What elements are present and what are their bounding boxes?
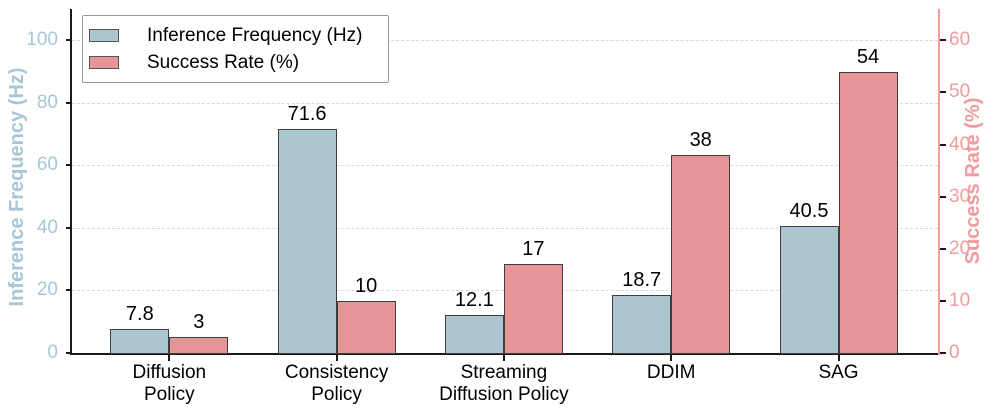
bar-value-label: 10 xyxy=(354,274,378,297)
bar-inference-frequency xyxy=(612,294,672,354)
bar-inference-frequency xyxy=(110,328,170,354)
bar-value-label: 18.7 xyxy=(622,268,662,291)
right-axis-title: Success Rate (%) xyxy=(962,97,984,265)
grid-line xyxy=(72,102,938,104)
bar-success-rate xyxy=(169,337,229,354)
right-axis-tick-label: 0 xyxy=(949,342,960,363)
right-axis-tick xyxy=(940,39,946,42)
bar-inference-frequency xyxy=(779,226,839,354)
bar-inference-frequency xyxy=(444,315,504,354)
right-axis-tick xyxy=(940,299,946,302)
right-axis-tick-label: 40 xyxy=(949,133,971,155)
right-axis-spine xyxy=(938,9,940,355)
category-tick xyxy=(670,355,673,361)
right-axis-tick-label: 30 xyxy=(949,185,971,207)
left-axis-tick xyxy=(66,39,72,42)
category-tick xyxy=(837,355,840,361)
right-axis-tick xyxy=(940,247,946,250)
category-tick xyxy=(168,355,171,361)
bar-value-label: 12.1 xyxy=(454,289,494,312)
category-label: DDIM xyxy=(646,362,696,383)
grid-line xyxy=(72,40,938,42)
bar-value-label: 40.5 xyxy=(789,200,829,223)
legend-label-success: Success Rate (%) xyxy=(147,51,300,73)
category-tick xyxy=(502,355,505,361)
bottom-axis-spine xyxy=(70,353,940,355)
left-axis-tick-label: 40 xyxy=(36,216,58,238)
bar-value-label: 71.6 xyxy=(287,103,327,126)
right-axis-tick-label: 50 xyxy=(949,81,971,103)
grid-line xyxy=(72,165,938,167)
left-axis-tick xyxy=(66,101,72,104)
category-tick xyxy=(335,355,338,361)
legend-label-frequency: Inference Frequency (Hz) xyxy=(147,24,363,46)
right-axis-tick-label: 60 xyxy=(949,29,971,51)
legend-swatch-success-icon xyxy=(89,56,119,69)
left-axis-tick xyxy=(66,289,72,292)
category-label: Consistency Policy xyxy=(284,362,389,405)
bar-value-label: 3 xyxy=(193,311,205,334)
legend-entry-success: Success Rate (%) xyxy=(89,49,362,76)
right-axis-tick xyxy=(940,352,946,354)
legend-swatch-frequency-icon xyxy=(89,29,119,42)
left-axis-tick xyxy=(66,226,72,229)
bar-success-rate xyxy=(671,154,731,354)
legend: Inference Frequency (Hz) Success Rate (%… xyxy=(82,15,390,83)
left-axis-tick xyxy=(66,164,72,167)
left-axis-tick-label: 20 xyxy=(36,279,58,301)
bar-success-rate xyxy=(838,71,898,354)
bar-value-label: 54 xyxy=(856,45,880,68)
category-label: Diffusion Policy xyxy=(132,362,207,405)
left-axis-spine xyxy=(70,9,72,355)
left-axis-tick xyxy=(66,352,72,354)
right-axis-tick-label: 10 xyxy=(949,289,971,311)
left-axis-tick-label: 100 xyxy=(26,29,58,51)
grid-line xyxy=(72,227,938,229)
left-axis-tick-label: 0 xyxy=(47,342,58,363)
bar-value-label: 17 xyxy=(522,238,545,261)
bar-inference-frequency xyxy=(277,129,337,354)
bar-success-rate xyxy=(336,300,396,354)
legend-entry-frequency: Inference Frequency (Hz) xyxy=(89,22,362,49)
right-axis-tick-label: 20 xyxy=(949,237,971,259)
bar-value-label: 7.8 xyxy=(125,302,154,325)
left-axis-tick-label: 60 xyxy=(36,154,58,176)
right-axis-tick xyxy=(940,91,946,94)
left-axis-tick-label: 80 xyxy=(36,91,58,113)
right-axis-tick xyxy=(940,143,946,146)
category-label: SAG xyxy=(818,362,859,383)
right-axis-tick xyxy=(940,195,946,198)
bar-value-label: 38 xyxy=(689,128,712,151)
category-label: Streaming Diffusion Policy xyxy=(439,362,569,405)
bar-success-rate xyxy=(503,264,563,354)
